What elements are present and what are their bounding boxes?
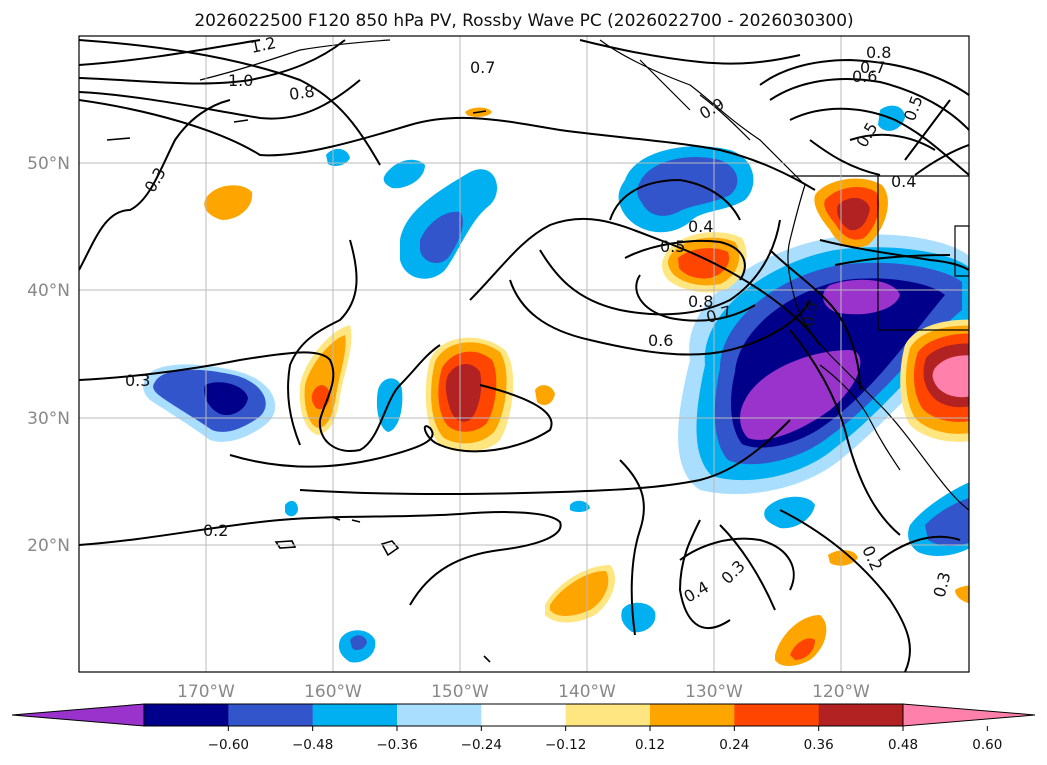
pv-anomaly-shading: 1.2 1.0 0.8 0.7 0.3 0.5 0.4 0.8 0.7 0.6 …	[79, 33, 969, 672]
lon-label: 120°W	[812, 682, 870, 702]
lat-label: 30°N	[27, 409, 70, 429]
contour-label: 0.7	[470, 58, 495, 77]
contour-label: 0.4	[891, 172, 916, 191]
colorbar-segment	[734, 704, 820, 726]
lat-label: 40°N	[27, 281, 70, 301]
colorbar-tick-label: −0.48	[292, 737, 333, 753]
contour-label: 0.7	[860, 58, 885, 77]
colorbar-frame	[143, 703, 904, 727]
colorbar-tick-label: 0.36	[804, 737, 834, 753]
contour-label: 0.5	[660, 237, 685, 256]
colorbar-tick-label: −0.12	[545, 737, 586, 753]
colorbar-tick-label: −0.60	[208, 737, 249, 753]
contour-label: 0.5	[798, 300, 821, 328]
anomaly-positive-south	[545, 550, 969, 666]
map-title: 2026022500 F120 850 hPa PV, Rossby Wave …	[194, 11, 853, 31]
anomaly-negative-main	[678, 234, 969, 494]
anomaly-negative-bc	[618, 146, 754, 233]
anomaly-positive-bc	[661, 178, 888, 293]
contour-label: 0.4	[688, 217, 713, 236]
colorbar-segment	[397, 704, 482, 726]
colorbar-tick-label: 0.12	[635, 737, 665, 753]
colorbar-tick-label: 0.48	[888, 737, 918, 753]
anomaly-positive-central	[425, 337, 514, 452]
colorbar-segment	[312, 704, 398, 726]
colorbar-segment	[650, 704, 735, 726]
islands	[106, 110, 491, 663]
contour-label: 0.3	[125, 371, 150, 390]
contour-label: 0.6	[648, 331, 673, 350]
colorbar-tick-label: −0.24	[461, 737, 502, 753]
contour-label: 0.8	[288, 82, 316, 104]
colorbar: −0.60 −0.48 −0.36 −0.24 −0.12 0.12 0.24 0.36 0.4…	[11, 703, 1036, 753]
colorbar-segment	[144, 704, 229, 726]
lon-label: 130°W	[685, 682, 743, 702]
colorbar-segment	[481, 704, 567, 726]
lon-label: 170°W	[177, 682, 235, 702]
colorbar-tick-label: −0.36	[376, 737, 417, 753]
colorbar-tick-label: 0.60	[972, 737, 1002, 753]
anomaly-negative-central	[326, 148, 498, 279]
contour-label: 1.0	[228, 71, 253, 90]
colorbar-extend-low	[11, 703, 145, 727]
longitude-labels: 170°W 160°W 150°W 140°W 130°W 120°W	[177, 682, 870, 702]
pv-contours	[79, 39, 969, 672]
colorbar-extend-high	[902, 703, 1036, 727]
colorbar-segment	[228, 704, 314, 726]
map-frame	[78, 35, 970, 673]
contour-label: 0.8	[866, 43, 891, 62]
map-area: 1.2 1.0 0.8 0.7 0.3 0.5 0.4 0.8 0.7 0.6 …	[78, 33, 970, 673]
latitude-labels: 50°N 40°N 30°N 20°N	[27, 154, 70, 556]
lon-label: 140°W	[558, 682, 616, 702]
colorbar-segment	[818, 704, 904, 726]
contour-label: 0.2	[203, 521, 228, 540]
colorbar-segment	[565, 704, 651, 726]
lat-label: 20°N	[27, 536, 70, 556]
lat-label: 50°N	[27, 154, 70, 174]
lon-label: 150°W	[431, 682, 489, 702]
anomaly-positive-california	[900, 319, 969, 442]
colorbar-tick-label: 0.24	[719, 737, 749, 753]
gridlines	[79, 36, 969, 672]
anomaly-negative-west	[143, 364, 276, 442]
contour-label: 1.2	[249, 33, 278, 57]
contour-label: 0.6	[852, 67, 877, 86]
contour-label: 0.8	[688, 292, 713, 311]
lon-label: 160°W	[304, 682, 362, 702]
